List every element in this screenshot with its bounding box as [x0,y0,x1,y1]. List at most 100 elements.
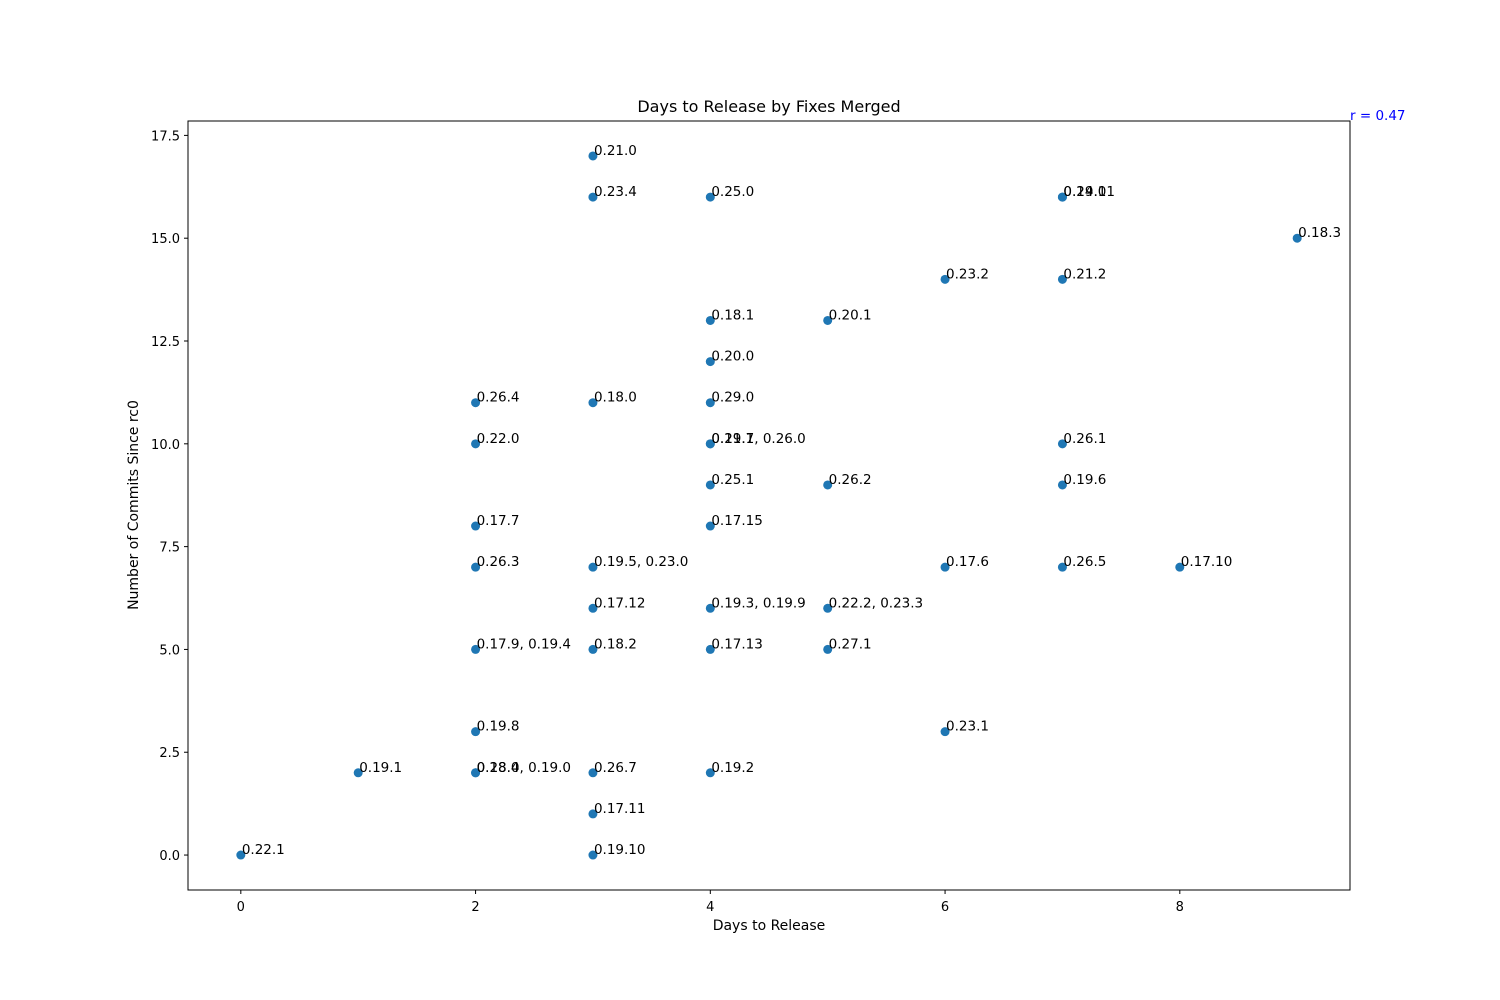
y-axis: 0.0 2.5 5.0 7.5 10.0 12.5 15.0 17.5 [151,129,188,864]
data-point [471,398,481,408]
data-point-label: 0.17.11 [594,801,646,817]
data-point [705,644,715,654]
data-point [588,151,598,161]
chart-title: Days to Release by Fixes Merged [637,97,900,116]
data-point [471,727,481,737]
x-axis-label: Days to Release [713,918,826,934]
data-point [1057,439,1067,449]
data-point [588,562,598,572]
data-point [705,480,715,490]
data-point-label: 0.21.1 [711,431,754,447]
data-point-label: 0.26.4 [477,390,520,406]
x-tick-label: 8 [1176,900,1184,915]
data-point-label: 0.17.12 [594,595,646,611]
data-point-label: 0.19.5, 0.23.0 [594,554,688,570]
data-point-label: 0.19.11 [1063,184,1115,200]
data-point-label: 0.17.6 [946,554,989,570]
data-point [471,644,481,654]
data-point [705,315,715,325]
data-point [940,727,950,737]
data-point-label: 0.19.10 [594,842,646,858]
data-point-label: 0.26.7 [594,760,637,776]
data-point [940,274,950,284]
point-labels-layer: 0.21.0 0.23.4 0.25.0 0.19.110.24.0 0.18.3 0.2… [242,143,1341,858]
data-point [1057,480,1067,490]
data-point [588,192,598,202]
data-point [705,603,715,613]
data-point [705,192,715,202]
data-point-label: 0.19.1 [359,760,402,776]
data-point [823,480,833,490]
data-point-label: 0.22.2, 0.23.3 [829,595,923,611]
y-tick-label: 0.0 [159,849,180,864]
data-point-label: 0.20.1 [829,307,872,323]
data-point [471,768,481,778]
data-point [353,768,363,778]
data-point [471,562,481,572]
data-point [823,644,833,654]
data-point-label: 0.24.0 [1063,184,1106,200]
data-point [471,439,481,449]
data-point-label: 0.17.7 [477,513,520,529]
data-point-label: 0.23.1 [946,719,989,735]
x-tick-label: 6 [941,900,949,915]
data-point-label: 0.19.6 [1063,472,1106,488]
y-axis-label: Number of Commits Since rc0 [126,400,142,610]
data-point [471,521,481,531]
data-point-label: 0.26.5 [1063,554,1106,570]
data-point-label: 0.19.3, 0.19.9 [711,595,805,611]
data-point [705,768,715,778]
data-point-label: 0.26.3 [477,554,520,570]
data-point-label: 0.26.1 [1063,431,1106,447]
data-point-label: 0.18.3 [1298,225,1341,241]
data-point-label: 0.21.2 [1063,266,1106,282]
data-point [940,562,950,572]
y-tick-label: 15.0 [151,232,180,247]
data-point [588,809,598,819]
data-point-label: 0.18.1 [711,307,754,323]
y-tick-label: 10.0 [151,438,180,453]
data-point-label: 0.19.7, 0.26.0 [711,431,805,447]
data-point-label: 0.18.2 [594,636,637,652]
data-point-label: 0.27.1 [829,636,872,652]
data-point [705,439,715,449]
data-point-label: 0.19.8 [477,719,520,735]
y-tick-label: 17.5 [151,129,180,144]
data-point-label: 0.22.0 [477,431,520,447]
data-point-label: 0.29.0 [711,390,754,406]
data-point-label: 0.18.0 [594,390,637,406]
data-point [823,603,833,613]
y-tick-label: 5.0 [159,643,180,658]
data-point [588,398,598,408]
data-point [705,357,715,367]
data-point-label: 0.23.2 [946,266,989,282]
data-point-label: 0.17.10 [1181,554,1233,570]
plot-area-frame [187,120,1351,891]
data-point [1292,233,1302,243]
data-point-label: 0.21.0 [594,143,637,159]
data-point [588,768,598,778]
data-point-label: 0.28.0 [477,760,520,776]
x-tick-label: 0 [237,900,245,915]
data-point-label: 0.22.1 [242,842,285,858]
x-tick-label: 2 [471,900,479,915]
data-point-label: 0.17.15 [711,513,763,529]
data-point-label: 0.18.4, 0.19.0 [477,760,571,776]
x-axis: 0 2 4 6 8 [237,890,1184,915]
points-layer [236,151,1302,860]
data-point [705,521,715,531]
data-point-label: 0.17.13 [711,636,763,652]
data-point [1175,562,1185,572]
data-point [1057,192,1067,202]
data-point-label: 0.19.2 [711,760,754,776]
y-tick-label: 2.5 [159,746,180,761]
data-point [588,850,598,860]
data-point [1057,562,1067,572]
data-point [588,644,598,654]
data-point [823,315,833,325]
data-point-label: 0.23.4 [594,184,637,200]
data-point-label: 0.17.9, 0.19.4 [477,636,571,652]
data-point-label: 0.20.0 [711,349,754,365]
